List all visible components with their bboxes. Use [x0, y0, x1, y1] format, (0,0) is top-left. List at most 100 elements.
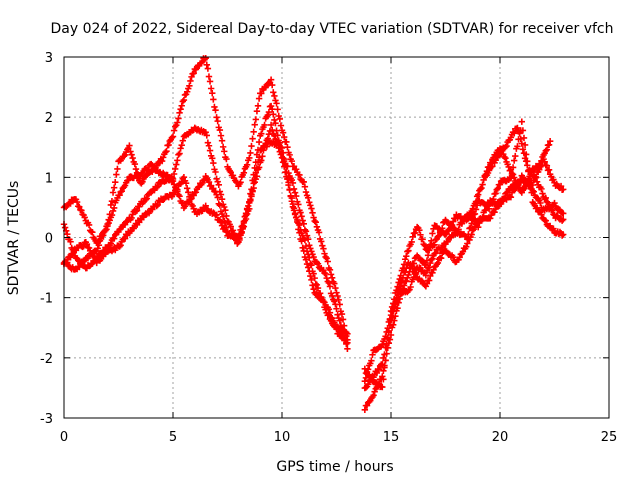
data-point [171, 123, 179, 130]
data-point [303, 260, 311, 268]
data-point [538, 185, 545, 193]
data-point [158, 157, 166, 165]
data-point [551, 199, 558, 207]
data-point [124, 217, 131, 225]
data-point [262, 140, 269, 147]
data-point [206, 78, 214, 85]
data-point [61, 224, 69, 231]
data-point [472, 206, 480, 213]
data-point [386, 322, 394, 329]
data-point [328, 274, 336, 281]
data-point [280, 133, 288, 141]
data-points [60, 55, 567, 414]
data-point [373, 369, 381, 377]
data-point [203, 61, 210, 69]
data-point [538, 157, 545, 164]
x-axis-label: GPS time / hours [276, 459, 393, 475]
data-point [408, 238, 415, 246]
data-point [274, 106, 281, 113]
data-point [302, 228, 310, 235]
data-point [67, 238, 74, 245]
data-point [97, 235, 105, 243]
data-point [178, 141, 185, 149]
data-point [258, 130, 265, 137]
data-point [286, 186, 293, 194]
data-point [339, 316, 347, 323]
data-point [291, 210, 299, 217]
data-point [302, 188, 310, 196]
data-point [202, 129, 209, 136]
data-point [133, 207, 141, 214]
data-point [311, 274, 318, 282]
data-point [434, 259, 442, 267]
data-point [302, 256, 310, 263]
data-point [246, 154, 253, 162]
data-point [560, 210, 567, 217]
y-tick-label: 0 [45, 232, 53, 247]
data-point [490, 196, 497, 203]
data-point [370, 392, 377, 399]
data-point [556, 228, 564, 236]
data-point [223, 155, 230, 163]
data-point [217, 132, 225, 139]
data-point [543, 162, 551, 169]
data-point [419, 236, 426, 243]
data-point [429, 230, 436, 237]
data-point [216, 202, 224, 209]
data-point [251, 121, 258, 128]
data-point [379, 361, 386, 368]
data-point [295, 226, 302, 233]
data-point [186, 82, 193, 90]
data-point [538, 211, 545, 218]
data-point [557, 182, 565, 190]
data-point [560, 216, 567, 223]
data-point [188, 73, 195, 81]
data-point [205, 73, 213, 80]
data-point [270, 111, 277, 118]
data-point [392, 300, 399, 307]
data-point [321, 269, 328, 277]
data-point [116, 191, 123, 199]
x-tick-label: 25 [601, 430, 618, 445]
data-point [469, 216, 476, 223]
data-point [308, 262, 315, 269]
data-point [249, 135, 256, 142]
data-point [502, 155, 509, 162]
y-tick-label: -2 [40, 352, 53, 367]
data-point [107, 201, 115, 209]
data-point [468, 231, 475, 238]
data-point [299, 244, 306, 252]
data-point [369, 351, 376, 358]
data-point [176, 150, 183, 157]
data-point [261, 121, 268, 129]
data-point [425, 264, 433, 271]
data-point [264, 135, 272, 142]
data-point [165, 141, 172, 149]
data-point [171, 165, 179, 173]
data-point [289, 200, 297, 208]
data-point [219, 213, 227, 220]
x-tick-label: 0 [60, 430, 68, 445]
data-point [159, 154, 167, 161]
data-point [396, 283, 403, 290]
data-point [214, 117, 221, 125]
data-point [205, 142, 213, 149]
data-point [509, 171, 517, 178]
data-point [83, 240, 91, 248]
data-point [304, 264, 312, 271]
data-point [283, 138, 290, 146]
data-point [510, 157, 518, 164]
data-point [252, 169, 260, 176]
data-point [178, 179, 185, 186]
data-point [235, 233, 242, 240]
data-point [394, 289, 401, 297]
data-point [265, 80, 273, 87]
y-tick-label: 2 [45, 111, 53, 126]
data-point [496, 181, 504, 188]
data-point [532, 173, 540, 181]
data-point [542, 217, 549, 224]
data-point [313, 223, 321, 231]
data-point [379, 341, 386, 349]
data-point [334, 292, 341, 300]
data-point [185, 189, 192, 196]
